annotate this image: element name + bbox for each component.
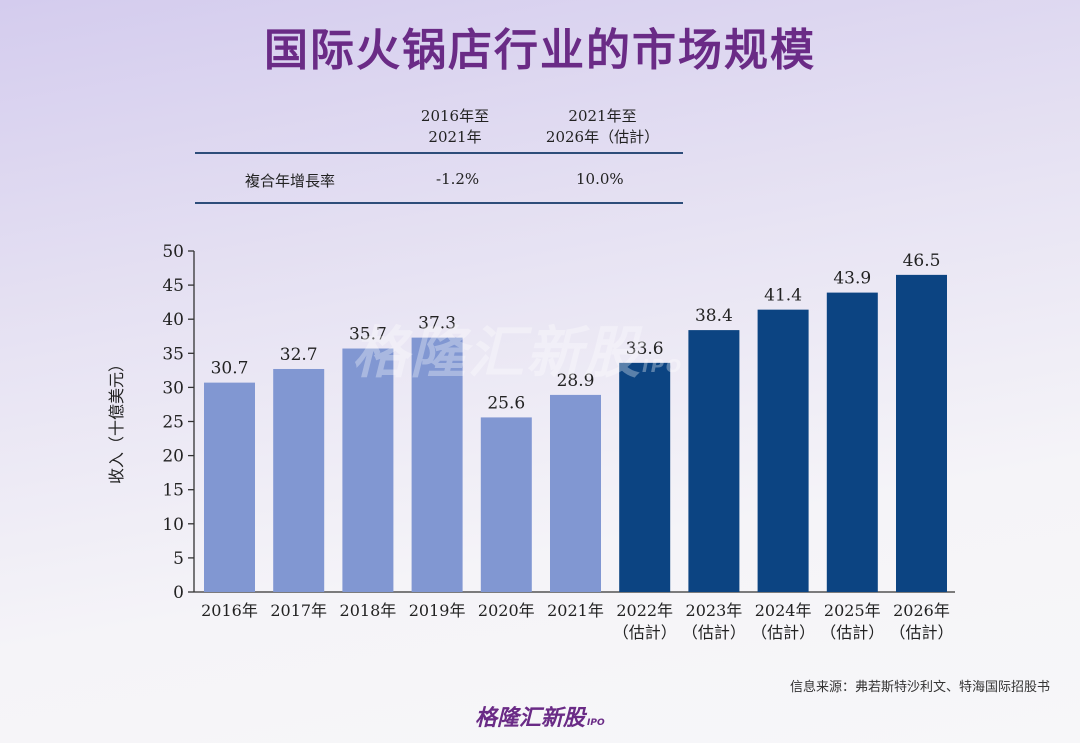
bar-value-label: 33.6 — [626, 339, 664, 359]
y-tick-label: 50 — [162, 242, 184, 262]
x-tick-label: 2019年 — [409, 601, 466, 620]
footer-logo-suffix: IPO — [587, 718, 605, 728]
x-tick-label: 2021年 — [547, 601, 604, 620]
page-title: 国际火锅店行业的市场规模 — [264, 25, 816, 76]
bar-value-label: 41.4 — [764, 286, 802, 306]
y-tick-label: 40 — [162, 310, 184, 330]
cagr-header-2021-2026: 2021年至 2026年（估計） — [545, 107, 660, 146]
cagr-table-top-rule — [195, 152, 683, 154]
x-tick-label: 2022年（估計） — [613, 601, 677, 642]
bar-value-label: 32.7 — [280, 345, 318, 365]
bar — [826, 292, 878, 592]
bar — [688, 330, 740, 592]
cagr-header-2016-2021: 2016年至 2021年 — [420, 107, 490, 146]
bar-value-label: 25.6 — [487, 393, 525, 413]
y-tick-label: 15 — [162, 481, 184, 501]
bar — [273, 368, 325, 592]
x-tick-label: 2016年 — [201, 601, 258, 620]
bar — [619, 362, 671, 592]
bar — [411, 337, 463, 592]
footer-logo-text: 格隆汇新股 — [475, 706, 586, 731]
bar — [896, 274, 947, 592]
cagr-row-label: 複合年增長率 — [245, 172, 336, 190]
bar — [550, 394, 601, 592]
bar-value-label: 43.9 — [833, 269, 871, 289]
y-tick-label: 25 — [162, 413, 184, 433]
bar — [757, 309, 809, 592]
bar — [342, 348, 394, 592]
y-tick-label: 30 — [162, 378, 184, 398]
x-tick-label: 2018年 — [340, 601, 397, 620]
x-tick-label: 2023年（估計） — [682, 601, 746, 642]
y-tick-label: 45 — [162, 276, 184, 296]
bar-value-label: 28.9 — [557, 371, 595, 391]
cagr-table-bottom-rule — [195, 202, 683, 204]
x-tick-label: 2024年（估計） — [751, 601, 815, 642]
x-tick-label: 2026年（估計） — [889, 601, 953, 642]
y-tick-label: 10 — [162, 515, 184, 535]
cagr-value-2021-2026: 10.0% — [576, 170, 624, 188]
bar-value-label: 37.3 — [418, 314, 456, 334]
x-tick-label: 2017年 — [270, 601, 327, 620]
bar-value-label: 30.7 — [211, 359, 249, 379]
y-tick-label: 5 — [173, 549, 184, 569]
footer-logo: 格隆汇新股 IPO — [475, 700, 605, 732]
bar — [204, 382, 255, 592]
bar — [480, 417, 532, 592]
source-note: 信息来源：弗若斯特沙利文、特海国际招股书 — [789, 680, 1050, 695]
bar-value-label: 38.4 — [695, 306, 733, 326]
y-tick-label: 35 — [162, 344, 184, 364]
cagr-value-2016-2021: -1.2% — [436, 170, 480, 188]
bar-value-label: 35.7 — [349, 325, 387, 345]
cagr-table: 2016年至 2021年 2021年至 2026年（估計） 複合年增長率 -1.… — [195, 100, 683, 205]
y-tick-label: 20 — [162, 447, 184, 467]
y-tick-label: 0 — [173, 583, 184, 603]
y-axis-title: 收入（十億美元） — [107, 356, 126, 484]
x-tick-label: 2025年（估計） — [820, 601, 884, 642]
x-tick-label: 2020年 — [478, 601, 535, 620]
bar-value-label: 46.5 — [903, 251, 941, 271]
y-axis-label: 收入（十億美元） — [107, 356, 126, 484]
